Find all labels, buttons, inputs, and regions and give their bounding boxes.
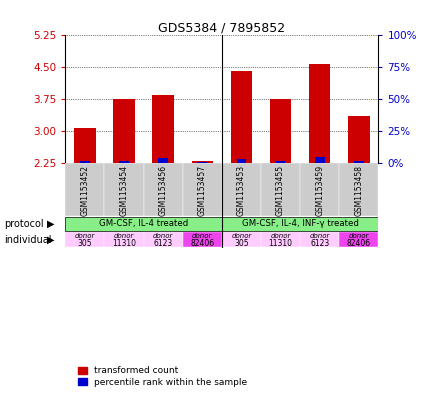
Text: GSM1153455: GSM1153455 — [276, 165, 284, 217]
Bar — [191, 162, 213, 163]
Bar — [143, 232, 182, 247]
Text: ▶: ▶ — [46, 219, 54, 229]
Bar — [339, 232, 378, 247]
Bar — [113, 99, 135, 163]
Text: GSM1153454: GSM1153454 — [119, 165, 128, 217]
Text: 82406: 82406 — [190, 239, 214, 248]
Text: donor: donor — [114, 233, 134, 239]
Text: GSM1153452: GSM1153452 — [80, 165, 89, 217]
Bar — [314, 157, 324, 163]
Bar — [104, 163, 143, 216]
Text: 305: 305 — [233, 239, 248, 248]
Text: GSM1153459: GSM1153459 — [315, 165, 323, 217]
Text: GM-CSF, IL-4 treated: GM-CSF, IL-4 treated — [99, 219, 188, 228]
Text: donor: donor — [270, 233, 290, 239]
Bar — [221, 217, 378, 231]
Bar — [104, 232, 143, 247]
Text: GSM1153457: GSM1153457 — [197, 165, 206, 217]
Bar — [143, 163, 182, 216]
Bar — [152, 95, 174, 163]
Text: 6123: 6123 — [309, 239, 329, 248]
Text: 11310: 11310 — [268, 239, 292, 248]
Text: 11310: 11310 — [112, 239, 136, 248]
Text: individual: individual — [4, 235, 52, 244]
Bar — [80, 161, 89, 163]
Text: GSM1153453: GSM1153453 — [237, 165, 245, 217]
Text: protocol: protocol — [4, 219, 44, 229]
Bar — [299, 163, 339, 216]
Bar — [65, 217, 221, 231]
Bar — [74, 128, 95, 163]
Text: ▶: ▶ — [46, 235, 54, 244]
Legend: transformed count, percentile rank within the sample: transformed count, percentile rank withi… — [78, 366, 247, 387]
Text: donor: donor — [75, 233, 95, 239]
Bar — [221, 163, 260, 216]
Title: GDS5384 / 7895852: GDS5384 / 7895852 — [158, 21, 285, 34]
Bar — [347, 116, 369, 163]
Bar — [353, 161, 363, 163]
Bar — [260, 163, 299, 216]
Bar — [339, 163, 378, 216]
Text: GM-CSF, IL-4, INF-γ treated: GM-CSF, IL-4, INF-γ treated — [241, 219, 358, 228]
Bar — [260, 232, 299, 247]
Bar — [119, 161, 128, 163]
Text: 82406: 82406 — [346, 239, 370, 248]
Text: donor: donor — [153, 233, 173, 239]
Text: GSM1153456: GSM1153456 — [158, 165, 167, 217]
Bar — [65, 232, 104, 247]
Bar — [230, 71, 252, 163]
Text: donor: donor — [192, 233, 212, 239]
Bar — [197, 162, 207, 163]
Bar — [182, 163, 221, 216]
Bar — [308, 64, 330, 163]
Bar — [158, 158, 168, 163]
Bar — [275, 161, 285, 163]
Text: donor: donor — [348, 233, 368, 239]
Text: 6123: 6123 — [153, 239, 172, 248]
Bar — [221, 232, 260, 247]
Text: donor: donor — [309, 233, 329, 239]
Bar — [299, 232, 339, 247]
Text: GSM1153458: GSM1153458 — [354, 165, 362, 217]
Text: 305: 305 — [77, 239, 92, 248]
Bar — [269, 99, 291, 163]
Text: donor: donor — [231, 233, 251, 239]
Bar — [65, 163, 104, 216]
Bar — [236, 159, 246, 163]
Bar — [182, 232, 221, 247]
